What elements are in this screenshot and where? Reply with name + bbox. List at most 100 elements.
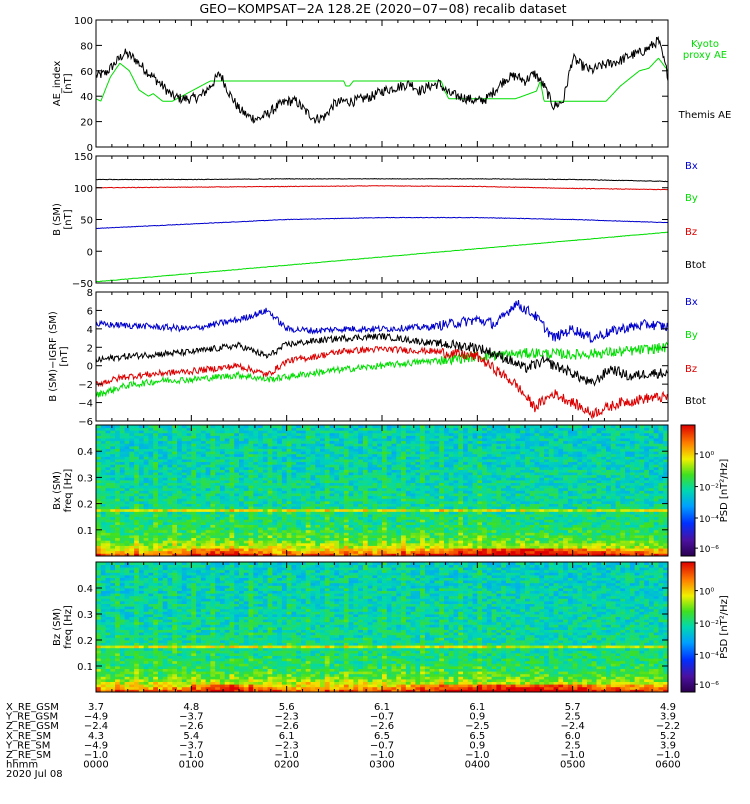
spectrogram-cell	[201, 459, 206, 462]
spectrogram-cell	[382, 540, 387, 543]
spectrogram-cell	[315, 517, 320, 520]
spectrogram-cell	[249, 535, 254, 538]
spectrogram-cell	[406, 519, 411, 522]
spectrogram-cell	[296, 433, 301, 436]
spectrogram-cell	[444, 462, 449, 465]
spectrogram-cell	[125, 538, 130, 541]
spectrogram-cell	[372, 530, 377, 533]
spectrogram-cell	[129, 462, 134, 465]
spectrogram-cell	[239, 488, 244, 491]
spectrogram-cell	[263, 483, 268, 486]
spectrogram-cell	[506, 483, 511, 486]
spectrogram-cell	[158, 435, 163, 438]
legend-label: Bx	[685, 297, 698, 308]
spectrogram-cell	[396, 506, 401, 509]
spectrogram-cell	[349, 498, 354, 501]
spectrogram-cell	[515, 449, 520, 452]
spectrogram-cell	[206, 532, 211, 535]
spectrogram-cell	[344, 546, 349, 549]
spectrogram-cell	[263, 477, 268, 480]
spectrogram-cell	[177, 527, 182, 530]
spectrogram-cell	[420, 538, 425, 541]
spectrogram-cell	[539, 477, 544, 480]
spectrogram-cell	[125, 430, 130, 433]
spectrogram-cell	[325, 535, 330, 538]
spectrogram-cell	[163, 435, 168, 438]
spectrogram-cell	[496, 456, 501, 459]
spectrogram-cell	[372, 522, 377, 525]
spectrogram-cell	[482, 519, 487, 522]
spectrogram-cell	[473, 527, 478, 530]
spectrogram-cell	[168, 435, 173, 438]
spectrogram-cell	[106, 551, 111, 554]
spectrogram-cell	[139, 472, 144, 475]
spectrogram-cell	[463, 540, 468, 543]
spectrogram-cell	[187, 443, 192, 446]
spectrogram-cell	[96, 485, 101, 488]
spectrogram-cell	[368, 443, 373, 446]
spectrogram-cell	[134, 477, 139, 480]
spectrogram-cell	[225, 509, 230, 512]
spectrogram-cell	[96, 456, 101, 459]
spectrogram-cell	[287, 519, 292, 522]
spectrogram-cell	[396, 456, 401, 459]
spectrogram-cell	[206, 456, 211, 459]
spectrogram-cell	[506, 491, 511, 494]
spectrogram-cell	[263, 498, 268, 501]
spectrogram-cell	[158, 459, 163, 462]
spectrogram-cell	[349, 501, 354, 504]
spectrogram-cell	[220, 464, 225, 467]
spectrogram-cell	[249, 543, 254, 546]
spectrogram-cell	[458, 441, 463, 444]
spectrogram-cell	[430, 472, 435, 475]
spectrogram-cell	[501, 496, 506, 499]
spectrogram-cell	[506, 438, 511, 441]
spectrogram-cell	[268, 540, 273, 543]
spectrogram-cell	[282, 517, 287, 520]
spectrogram-cell	[492, 551, 497, 554]
spectrogram-cell	[210, 504, 215, 507]
spectrogram-cell	[382, 525, 387, 528]
spectrogram-cell	[253, 551, 258, 554]
spectrogram-cell	[477, 517, 482, 520]
spectrogram-cell	[134, 446, 139, 449]
spectrogram-cell	[425, 472, 430, 475]
spectrogram-cell	[454, 517, 459, 520]
spectrogram-cell	[163, 443, 168, 446]
spectrogram-cell	[311, 472, 316, 475]
spectrogram-cell	[177, 483, 182, 486]
spectrogram-cell	[263, 456, 268, 459]
spectrogram-cell	[535, 438, 540, 441]
spectrogram-cell	[163, 472, 168, 475]
spectrogram-cell	[353, 441, 358, 444]
spectrogram-cell	[306, 459, 311, 462]
spectrogram-cell	[473, 514, 478, 517]
spectrogram-cell	[268, 530, 273, 533]
spectrogram-cell	[420, 462, 425, 465]
spectrogram-cell	[334, 441, 339, 444]
spectrogram-cell	[396, 530, 401, 533]
spectrogram-cell	[382, 506, 387, 509]
spectrogram-cell	[454, 506, 459, 509]
spectrogram-cell	[353, 454, 358, 457]
spectrogram-cell	[263, 504, 268, 507]
spectrogram-cell	[158, 441, 163, 444]
spectrogram-cell	[120, 498, 125, 501]
spectrogram-cell	[368, 514, 373, 517]
spectrogram-cell	[182, 488, 187, 491]
spectrogram-cell	[339, 543, 344, 546]
spectrogram-cell	[468, 428, 473, 431]
spectrogram-cell	[515, 530, 520, 533]
spectrogram-cell	[320, 454, 325, 457]
spectrogram-cell	[96, 491, 101, 494]
spectrogram-cell	[368, 428, 373, 431]
spectrogram-cell	[144, 532, 149, 535]
spectrogram-cell	[282, 485, 287, 488]
spectrogram-cell	[191, 530, 196, 533]
spectrogram-cell	[506, 493, 511, 496]
spectrogram-cell	[496, 480, 501, 483]
spectrogram-cell	[101, 456, 106, 459]
spectrogram-cell	[458, 511, 463, 514]
spectrogram-cell	[249, 438, 254, 441]
spectrogram-cell	[291, 527, 296, 530]
